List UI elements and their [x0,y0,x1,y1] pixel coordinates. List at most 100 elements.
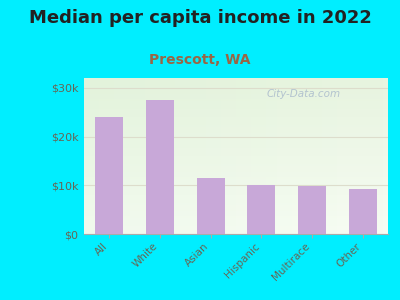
Bar [84,213,388,216]
Bar [84,195,388,198]
Bar [135,78,140,234]
Bar [84,198,388,200]
Bar [84,117,388,120]
Bar [84,114,388,117]
Text: City-Data.com: City-Data.com [266,89,340,99]
Bar [251,78,256,234]
Bar [292,78,297,234]
Bar [84,179,388,182]
Bar [276,78,282,234]
Bar [261,78,266,234]
Bar [150,78,155,234]
Bar [84,135,388,138]
Bar [84,120,388,122]
Bar [84,83,388,86]
Bar [272,78,276,234]
Bar [246,78,251,234]
Bar [84,159,388,161]
Bar [84,161,388,164]
Bar [266,78,272,234]
Bar [84,138,388,140]
Bar [84,94,388,96]
Bar [84,91,388,94]
Bar [114,78,120,234]
Bar [332,78,337,234]
Bar [84,153,388,156]
Bar [84,187,388,190]
Bar [84,125,388,128]
Bar [196,78,200,234]
Bar [307,78,312,234]
Bar [94,78,99,234]
Bar [84,128,388,130]
Bar [216,78,221,234]
Bar [190,78,196,234]
Bar [84,143,388,146]
Bar [302,78,307,234]
Bar [84,211,388,213]
Bar [348,78,352,234]
Bar [84,122,388,125]
Bar [197,178,225,234]
Bar [84,156,388,159]
Bar [99,78,104,234]
Bar [84,146,388,148]
Bar [95,117,123,234]
Bar [317,78,322,234]
Bar [84,184,388,187]
Bar [84,148,388,151]
Bar [241,78,246,234]
Bar [84,130,388,133]
Bar [221,78,226,234]
Bar [84,221,388,224]
Bar [368,78,373,234]
Bar [84,88,388,91]
Bar [84,151,388,153]
Bar [124,78,130,234]
Bar [84,177,388,179]
Bar [185,78,190,234]
Bar [84,218,388,221]
Bar [84,99,388,101]
Bar [84,174,388,177]
Bar [84,140,388,143]
Bar [84,167,388,169]
Bar [89,78,94,234]
Bar [180,78,185,234]
Bar [84,112,388,114]
Bar [145,78,150,234]
Bar [226,78,231,234]
Bar [84,101,388,104]
Bar [84,190,388,192]
Bar [200,78,206,234]
Bar [363,78,368,234]
Text: Prescott, WA: Prescott, WA [149,52,251,67]
Bar [211,78,216,234]
Bar [84,133,388,135]
Bar [84,109,388,112]
Bar [84,206,388,208]
Bar [322,78,327,234]
Bar [130,78,135,234]
Bar [84,86,388,88]
Bar [146,100,174,234]
Bar [120,78,124,234]
Bar [84,81,388,83]
Bar [282,78,287,234]
Bar [247,185,275,234]
Bar [84,106,388,109]
Bar [160,78,165,234]
Text: Median per capita income in 2022: Median per capita income in 2022 [28,9,372,27]
Bar [84,203,388,206]
Bar [352,78,358,234]
Bar [109,78,114,234]
Bar [84,216,388,218]
Bar [84,104,388,106]
Bar [84,226,388,229]
Bar [358,78,363,234]
Bar [84,208,388,211]
Bar [373,78,378,234]
Bar [298,186,326,234]
Bar [383,78,388,234]
Bar [165,78,170,234]
